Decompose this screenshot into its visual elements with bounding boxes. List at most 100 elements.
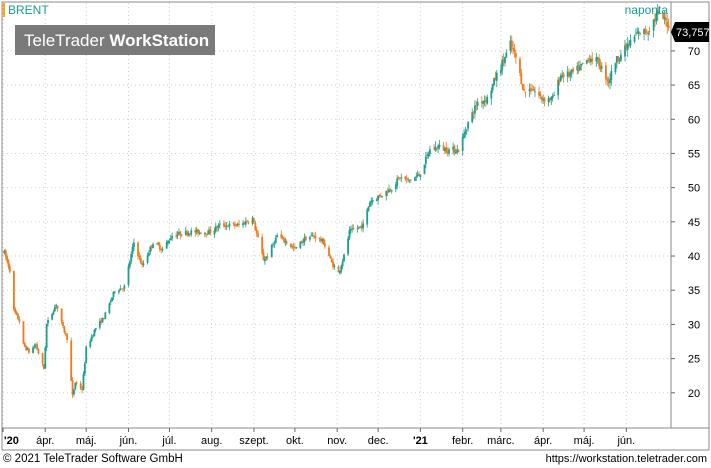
- candle: [310, 232, 313, 237]
- footer-url[interactable]: https://workstation.teletrader.com: [546, 453, 707, 465]
- candle: [274, 235, 277, 244]
- candle-body: [56, 305, 59, 309]
- candle: [480, 96, 483, 108]
- candle: [55, 303, 58, 310]
- candle: [111, 297, 114, 302]
- candle: [568, 68, 570, 79]
- candle: [36, 341, 39, 351]
- candle: [549, 97, 551, 103]
- candle-body: [579, 66, 581, 70]
- candle-body: [598, 57, 600, 66]
- candle-body: [60, 308, 63, 322]
- watermark-brand: TeleTrader WorkStation: [24, 31, 209, 50]
- candle-body: [589, 59, 592, 63]
- candle: [179, 231, 182, 240]
- candle: [423, 164, 426, 175]
- candle: [588, 54, 591, 64]
- candle: [180, 234, 183, 237]
- candle: [280, 230, 283, 239]
- candle: [438, 140, 441, 150]
- candle: [203, 232, 206, 238]
- candle-body: [206, 233, 209, 235]
- candle: [56, 305, 59, 312]
- candle-body: [142, 263, 145, 265]
- candle-body: [580, 64, 583, 66]
- candle: [330, 257, 333, 263]
- candle: [276, 233, 279, 238]
- last-price-value: 73,757: [676, 27, 710, 39]
- candle: [626, 36, 629, 57]
- candle-body: [636, 32, 639, 34]
- candle-body: [28, 348, 30, 353]
- candle-body: [180, 234, 183, 236]
- candle-body: [549, 98, 551, 101]
- candle-body: [332, 261, 334, 268]
- candle-body: [280, 234, 283, 238]
- candle: [471, 108, 474, 124]
- candle: [510, 35, 513, 53]
- grid-layer: [2, 3, 670, 427]
- candle: [113, 291, 116, 294]
- candle-body: [14, 308, 17, 313]
- candle-body: [218, 223, 221, 225]
- candle: [645, 29, 648, 36]
- candle: [217, 223, 220, 232]
- candle-body: [405, 178, 408, 180]
- candle-body: [216, 226, 219, 229]
- candle-body: [150, 246, 153, 248]
- candle-body: [562, 73, 565, 78]
- candle-body: [435, 148, 438, 150]
- candle: [514, 50, 517, 64]
- candle: [340, 264, 343, 274]
- candle-body: [514, 53, 517, 58]
- candle-body: [360, 225, 363, 229]
- candle-body: [6, 256, 8, 261]
- candle-body: [165, 242, 168, 249]
- interval-label[interactable]: naponta: [625, 3, 669, 17]
- candle: [600, 61, 603, 73]
- candle: [409, 179, 412, 183]
- candle-body: [93, 329, 96, 337]
- candle-body: [577, 64, 580, 72]
- candle-body: [418, 173, 420, 177]
- watermark: TeleTrader WorkStation: [15, 25, 215, 55]
- candle-body: [199, 232, 202, 234]
- candle: [494, 71, 497, 81]
- candle: [349, 225, 352, 235]
- candle: [333, 263, 336, 270]
- candle: [475, 100, 478, 111]
- candle: [378, 194, 381, 198]
- candle-body: [299, 241, 302, 249]
- candle: [607, 76, 610, 88]
- candle: [625, 42, 628, 51]
- x-axis: '20 ápr. máj. jún. júl. aug. szept. okt. nov. dec…: [2, 428, 635, 447]
- candle-body: [520, 73, 523, 85]
- candle-body: [223, 223, 225, 227]
- candle-body: [340, 265, 343, 272]
- candle-body: [394, 184, 397, 190]
- candle: [502, 53, 505, 67]
- candle: [386, 188, 389, 197]
- candle: [655, 7, 658, 25]
- candle: [433, 144, 435, 150]
- candle-body: [203, 232, 206, 235]
- candle: [519, 56, 521, 77]
- candle-body: [388, 189, 390, 193]
- candle-body: [400, 177, 403, 178]
- candle: [341, 258, 344, 270]
- price-axis-frame: [670, 1, 710, 429]
- candle-body: [551, 95, 554, 99]
- candle: [235, 223, 238, 227]
- candle-body: [419, 174, 422, 178]
- candle: [37, 348, 40, 355]
- candle: [482, 100, 485, 110]
- candle-body: [179, 231, 182, 236]
- candle-body: [3, 250, 6, 254]
- candle: [521, 83, 524, 91]
- symbol-label[interactable]: BRENT: [8, 3, 49, 17]
- candle: [370, 197, 373, 207]
- candle: [53, 304, 56, 313]
- candle: [66, 333, 69, 343]
- candle: [394, 181, 397, 193]
- candle: [512, 41, 515, 55]
